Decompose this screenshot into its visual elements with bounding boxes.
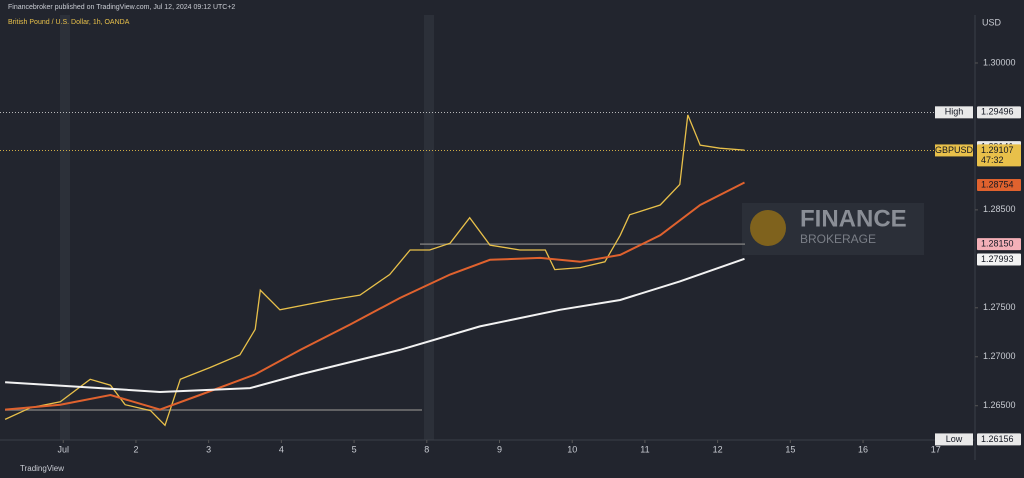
series-line <box>4 114 745 427</box>
price-tag-label: High <box>945 107 964 117</box>
price-badge <box>977 433 1021 446</box>
x-tick-label: 10 <box>567 444 577 454</box>
y-tick-label: 1.26500 <box>983 400 1016 410</box>
y-tick-label: 1.27500 <box>983 302 1016 312</box>
session-band <box>424 15 434 440</box>
price-badge-label: 1.26156 <box>981 434 1014 444</box>
x-tick-label: 12 <box>713 444 723 454</box>
header: Financebroker published on TradingView.c… <box>8 4 235 11</box>
series-line <box>5 257 745 394</box>
price-badge <box>977 253 1021 266</box>
price-badge-label: 1.28150 <box>981 239 1014 249</box>
price-badge-label: 1.29496 <box>981 107 1014 117</box>
price-badge-label: 1.28754 <box>981 179 1014 189</box>
price-tag <box>935 106 973 119</box>
watermark: BROKERAGE <box>800 232 876 246</box>
x-tick-label: 16 <box>858 444 868 454</box>
x-tick-label: 17 <box>931 444 941 454</box>
price-badge <box>977 179 1021 191</box>
price-tag-label: GBPUSD <box>935 145 974 155</box>
x-tick-label: 11 <box>640 444 649 454</box>
x-tick-label: 9 <box>497 444 502 454</box>
footer: TradingView <box>20 464 64 473</box>
series-line <box>5 181 745 411</box>
price-badge-label: 1.27993 <box>981 254 1014 264</box>
x-tick-label: 5 <box>352 444 357 454</box>
price-badge <box>977 238 1021 251</box>
x-tick-label: 8 <box>424 444 429 454</box>
x-tick-label: 3 <box>206 444 211 454</box>
price-badge <box>977 144 1021 167</box>
x-tick-label: 15 <box>785 444 795 454</box>
y-tick-label: 1.27000 <box>983 351 1016 361</box>
session-band <box>60 15 70 440</box>
watermark-logo <box>750 210 786 246</box>
currency: USD <box>982 17 1002 27</box>
price-tag <box>935 433 973 446</box>
price-badge-label: 1.29107 <box>981 145 1014 155</box>
price-tag <box>935 144 973 157</box>
countdown: 47:32 <box>981 155 1004 165</box>
price-tag-label: Low <box>946 434 963 444</box>
x-tick-label: 2 <box>133 444 138 454</box>
x-tick-label: 4 <box>279 444 284 454</box>
symbol-title: British Pound / U.S. Dollar, 1h, OANDA <box>8 19 130 26</box>
y-tick-label: 1.28500 <box>983 204 1016 214</box>
x-tick-label: Jul <box>57 444 69 454</box>
watermark: FINANCE <box>800 205 907 232</box>
y-tick-label: 1.30000 <box>983 57 1016 67</box>
price-badge <box>977 106 1021 119</box>
